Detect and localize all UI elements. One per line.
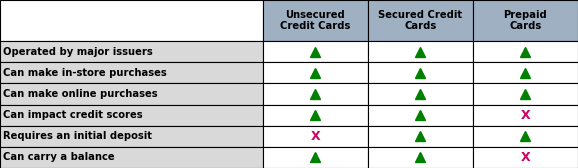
Bar <box>263 83 368 104</box>
Bar <box>473 104 578 126</box>
Bar <box>473 62 578 83</box>
Bar <box>368 0 473 41</box>
Bar <box>263 41 368 62</box>
Bar <box>0 41 263 62</box>
Text: X: X <box>311 130 320 143</box>
Bar <box>368 104 473 126</box>
Bar <box>368 62 473 83</box>
Bar <box>0 83 263 104</box>
Bar <box>473 41 578 62</box>
Text: Requires an initial deposit: Requires an initial deposit <box>3 131 152 141</box>
Bar <box>368 147 473 168</box>
Text: Can impact credit scores: Can impact credit scores <box>3 110 143 120</box>
Bar <box>0 62 263 83</box>
Bar <box>0 0 263 41</box>
Bar <box>263 126 368 147</box>
Text: Operated by major issuers: Operated by major issuers <box>3 47 153 57</box>
Bar <box>368 41 473 62</box>
Text: X: X <box>521 151 530 164</box>
Bar <box>263 0 368 41</box>
Bar <box>473 147 578 168</box>
Bar <box>0 147 263 168</box>
Bar <box>368 83 473 104</box>
Text: Can carry a balance: Can carry a balance <box>3 152 114 162</box>
Bar <box>0 104 263 126</box>
Text: Prepaid
Cards: Prepaid Cards <box>503 10 547 31</box>
Bar <box>473 83 578 104</box>
Text: Unsecured
Credit Cards: Unsecured Credit Cards <box>280 10 351 31</box>
Bar <box>263 62 368 83</box>
Bar <box>0 126 263 147</box>
Bar <box>368 126 473 147</box>
Text: Can make online purchases: Can make online purchases <box>3 89 158 99</box>
Bar <box>473 126 578 147</box>
Bar <box>263 147 368 168</box>
Bar <box>263 104 368 126</box>
Text: Secured Credit
Cards: Secured Credit Cards <box>379 10 462 31</box>
Bar <box>473 0 578 41</box>
Text: X: X <box>521 109 530 122</box>
Text: Can make in-store purchases: Can make in-store purchases <box>3 68 166 78</box>
